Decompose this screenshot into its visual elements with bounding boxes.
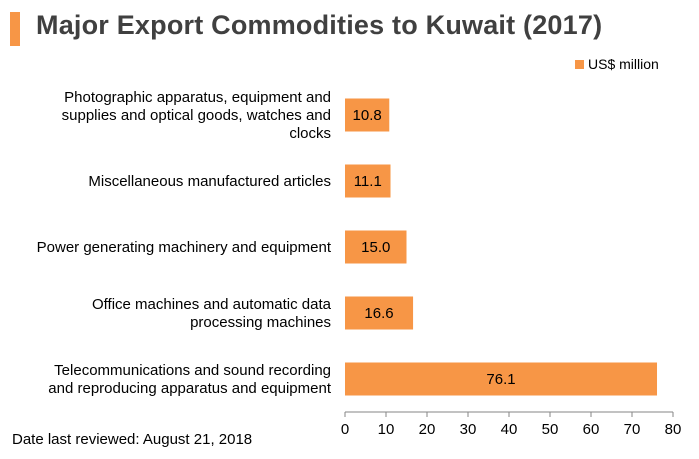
data-label: 10.8	[353, 107, 382, 124]
x-tick-label: 30	[460, 421, 477, 438]
category-label: and reproducing apparatus and equipment	[48, 380, 332, 397]
x-tick-label: 70	[624, 421, 641, 438]
category-label: supplies and optical goods, watches and	[62, 107, 331, 124]
data-label: 76.1	[486, 371, 515, 388]
title-accent-bar	[10, 12, 20, 46]
category-label: Office machines and automatic data	[92, 296, 332, 313]
data-label: 11.1	[354, 173, 382, 190]
x-tick-label: 10	[378, 421, 395, 438]
x-tick-label: 40	[501, 421, 518, 438]
x-tick-label: 50	[542, 421, 559, 438]
legend-swatch	[575, 59, 584, 69]
category-label: Telecommunications and sound recording	[54, 362, 331, 379]
category-label: clocks	[289, 125, 331, 142]
category-label: Miscellaneous manufactured articles	[88, 173, 331, 190]
legend-label: US$ million	[588, 56, 659, 72]
x-tick-label: 60	[583, 421, 600, 438]
category-label: Photographic apparatus, equipment and	[64, 89, 331, 106]
data-label: 16.6	[364, 305, 393, 322]
category-label: Power generating machinery and equipment	[37, 239, 332, 256]
x-tick-label: 80	[665, 421, 682, 438]
x-tick-label: 20	[419, 421, 436, 438]
bar	[345, 296, 414, 330]
legend: US$ million	[575, 56, 659, 72]
chart-title: Major Export Commodities to Kuwait (2017…	[36, 10, 603, 40]
bar	[345, 362, 658, 396]
data-label: 15.0	[361, 239, 390, 256]
category-label: processing machines	[190, 314, 331, 331]
bar	[345, 230, 407, 264]
bar	[345, 98, 390, 132]
footnote: Date last reviewed: August 21, 2018	[12, 431, 253, 448]
bar	[345, 164, 391, 198]
x-tick-label: 0	[341, 421, 349, 438]
